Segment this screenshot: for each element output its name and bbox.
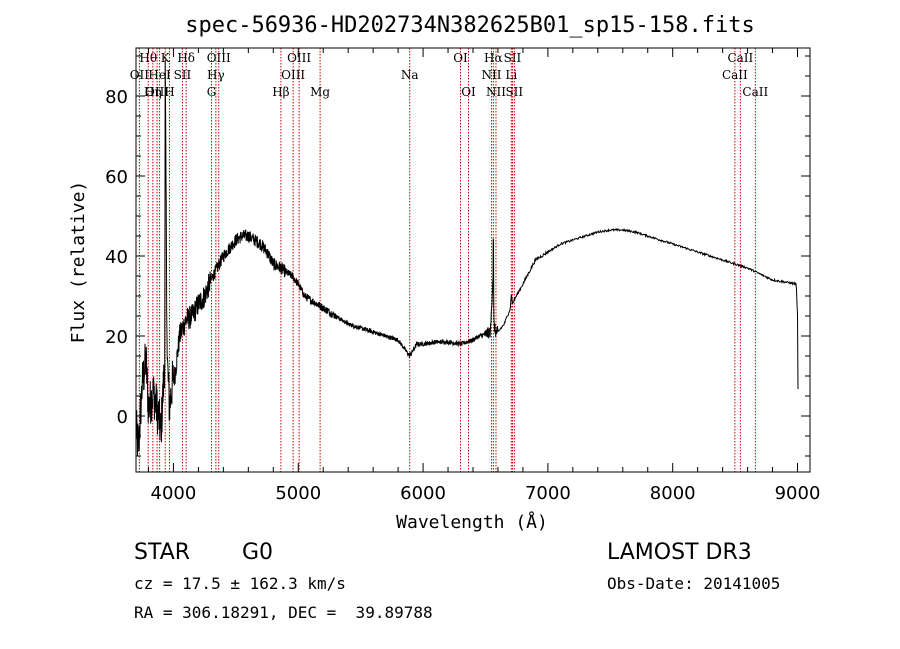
spectral-line-label: OIII — [207, 51, 231, 65]
plot-frame — [135, 47, 811, 473]
chart-title: spec-56936-HD202734N382625B01_sp15-158.f… — [185, 13, 755, 38]
spectral-line-label: OIII — [287, 51, 311, 65]
spectral-line-label: NII — [486, 85, 506, 99]
spectral-line-label: Hβ — [272, 85, 289, 99]
x-axis-label: Wavelength (Å) — [396, 511, 548, 533]
y-axis-ticks: 0 20 40 60 80 — [105, 55, 810, 457]
spectral-line-label: G — [207, 85, 217, 99]
spectral-line-markers — [138, 48, 756, 472]
y-tick-label: 0 — [117, 407, 128, 428]
sky-coordinates: RA = 306.18291, DEC = 39.89788 — [134, 603, 433, 622]
y-tick-label: 20 — [105, 327, 128, 348]
spectral-line-label: OI — [461, 85, 476, 99]
spectrum-line — [135, 60, 799, 456]
spectral-line-label: CaII — [742, 85, 768, 99]
spectral-line-label: OIII — [281, 68, 305, 82]
spectral-line-label: K — [161, 51, 171, 65]
spectral-line-label: SII — [174, 68, 192, 82]
spectral-line-label: Hα — [484, 51, 503, 65]
spectral-line-label: Hη — [144, 85, 162, 99]
x-tick-label: 4000 — [151, 483, 197, 504]
spectral-line-label: H — [164, 85, 174, 99]
spectral-line-label: Hθ — [139, 51, 157, 65]
spectral-line-label: OI — [453, 51, 468, 65]
x-tick-label: 7000 — [525, 483, 571, 504]
spectral-line-label: Mg — [310, 85, 330, 99]
spectral-line-label: Na — [401, 68, 419, 82]
survey-name: LAMOST DR3 — [607, 540, 752, 565]
spectral-line-label: SII — [504, 51, 522, 65]
y-tick-label: 80 — [105, 87, 128, 108]
spectral-line-label: NII — [481, 68, 501, 82]
spectral-line-label: Hγ — [207, 68, 225, 82]
y-tick-label: 40 — [105, 247, 128, 268]
x-tick-label: 8000 — [650, 483, 696, 504]
spectral-line-label: OIII — [145, 85, 169, 99]
spectral-line-label: CaII — [722, 68, 748, 82]
spectral-line-label: SII — [505, 85, 523, 99]
spectral-line-label: Li — [505, 68, 517, 82]
spectral-line-label: Hδ — [177, 51, 195, 65]
x-tick-label: 5000 — [275, 483, 321, 504]
observation-date: Obs-Date: 20141005 — [607, 574, 781, 593]
x-tick-label: 9000 — [775, 483, 821, 504]
x-tick-label: 6000 — [400, 483, 446, 504]
object-class: STAR — [134, 540, 191, 565]
spectral-line-label: HeI — [148, 68, 171, 82]
spectral-line-label: OII — [130, 68, 150, 82]
x-axis-ticks: 4000 5000 6000 7000 8000 9000 — [147, 48, 821, 504]
redshift-value: cz = 17.5 ± 162.3 km/s — [134, 574, 346, 593]
y-axis-label: Flux (relative) — [68, 181, 89, 344]
spectral-line-label: CaII — [727, 51, 753, 65]
y-tick-label: 60 — [105, 167, 128, 188]
object-subclass: G0 — [242, 540, 274, 565]
